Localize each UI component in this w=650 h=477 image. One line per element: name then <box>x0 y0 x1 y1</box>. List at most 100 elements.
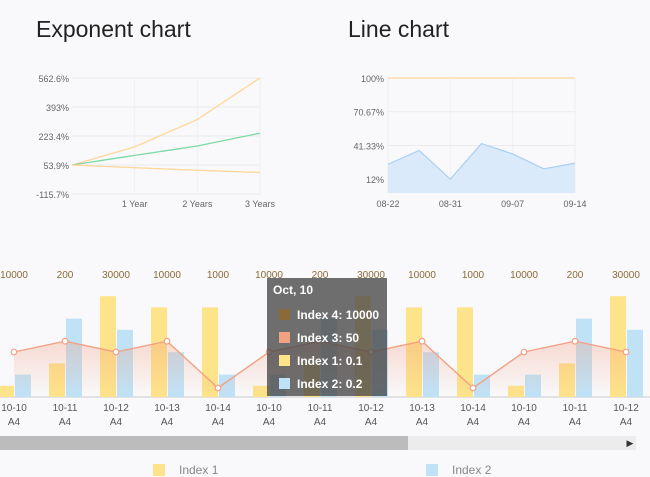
data-label: 10000 <box>510 270 538 281</box>
x-tick-label: 10-14 <box>205 403 231 414</box>
x-tick-sublabel: A4 <box>416 417 429 428</box>
data-label: 30000 <box>357 270 385 281</box>
y-tick-label: 53.9% <box>43 161 69 171</box>
tooltip-label: Index 4: <box>297 307 343 322</box>
line-point <box>469 384 477 392</box>
legend-item-index-2[interactable]: Index 2 <box>426 463 491 477</box>
tooltip-swatch <box>279 355 290 366</box>
tooltip-swatch <box>279 332 290 343</box>
x-tick-sublabel: A4 <box>59 417 72 428</box>
data-label: 200 <box>312 270 329 281</box>
tooltip-row: Index 3: 50 <box>273 326 381 349</box>
y-tick-label: 12% <box>366 175 384 185</box>
x-tick-sublabel: A4 <box>110 417 123 428</box>
x-tick-label: 1 Year <box>122 199 148 209</box>
line-point <box>520 348 528 356</box>
y-tick-label: 100% <box>361 74 384 84</box>
data-label: 30000 <box>102 270 130 281</box>
y-tick-label: 223.4% <box>38 132 69 142</box>
tooltip-row: Index 2: 0.2 <box>273 372 381 395</box>
legend-label: Index 2 <box>452 463 492 477</box>
y-tick-label: 41.33% <box>353 141 384 151</box>
scroll-right-arrow-icon[interactable]: ▶ <box>626 438 634 448</box>
bar-index-1 <box>0 385 14 397</box>
tooltip-row: Index 1: 0.1 <box>273 349 381 372</box>
tooltip-label: Index 3: <box>297 330 343 345</box>
bar-index-1 <box>457 307 473 397</box>
line-chart-title: Line chart <box>348 16 450 42</box>
x-tick-sublabel: A4 <box>518 417 531 428</box>
tooltip-value: 50 <box>345 330 360 345</box>
x-tick-sublabel: A4 <box>620 417 633 428</box>
bar-index-2 <box>627 329 643 397</box>
x-tick-label: 10-13 <box>154 403 180 414</box>
chart-tooltip: Oct, 10 Index 4: 10000 Index 3: 50 Index… <box>267 278 387 396</box>
line-chart: 100% 70.67% 41.33% 12% 08-22 08-31 09-07 09-14 <box>353 74 586 209</box>
tooltip-date: Oct, 10 <box>273 283 314 297</box>
tooltip-row: Index 4: 10000 <box>273 303 381 326</box>
tooltip-value: 0.2 <box>345 376 363 391</box>
x-tick-label: 10-13 <box>409 403 435 414</box>
legend-swatch <box>153 464 165 476</box>
x-tick-label: 10-10 <box>1 403 27 414</box>
tooltip-label: Index 2: <box>297 376 343 391</box>
exponent-chart-title: Exponent chart <box>36 16 191 42</box>
bar-index-1 <box>202 307 218 397</box>
x-tick-sublabel: A4 <box>467 417 480 428</box>
data-label: 10000 <box>153 270 181 281</box>
x-tick-label: 08-31 <box>439 199 462 209</box>
tooltip-value: 0.1 <box>345 353 363 368</box>
x-tick-label: 10-11 <box>53 403 78 414</box>
x-tick-label: 09-14 <box>563 199 586 209</box>
line-point <box>61 337 69 345</box>
data-label: 200 <box>567 270 584 281</box>
line-point <box>418 337 426 345</box>
tooltip-swatch <box>279 378 290 389</box>
data-label: 10000 <box>255 270 283 281</box>
x-tick-label: 10-12 <box>358 403 384 414</box>
legend-swatch <box>426 464 438 476</box>
data-label: 10000 <box>408 270 436 281</box>
series-line <box>71 77 261 166</box>
x-tick-label: 3 Years <box>245 199 276 209</box>
x-tick-label: 10-11 <box>308 403 333 414</box>
tooltip-value: 10000 <box>345 307 380 322</box>
x-tick-label: 10-14 <box>460 403 486 414</box>
legend-label: Index 1 <box>179 463 219 477</box>
data-label: 30000 <box>612 270 640 281</box>
x-tick-sublabel: A4 <box>212 417 225 428</box>
x-tick-sublabel: A4 <box>365 417 378 428</box>
x-tick-label: 08-22 <box>376 199 399 209</box>
y-tick-label: 70.67% <box>353 108 384 118</box>
x-tick-label: 10-10 <box>256 403 282 414</box>
y-tick-label: 562.6% <box>38 74 69 84</box>
line-point <box>163 337 171 345</box>
line-point <box>622 348 630 356</box>
x-tick-sublabel: A4 <box>263 417 276 428</box>
area-fill <box>388 143 575 193</box>
line-point <box>214 384 222 392</box>
x-tick-sublabel: A4 <box>569 417 582 428</box>
x-tick-label: 10-11 <box>563 403 588 414</box>
line-point <box>571 337 579 345</box>
data-label: 10000 <box>0 270 28 281</box>
x-tick-label: 2 Years <box>182 199 213 209</box>
horizontal-scrollbar-thumb[interactable] <box>0 436 408 450</box>
exponent-chart: 562.6% 393% 223.4% 53.9% -115.7% 1 Year 2 Year… <box>36 74 275 209</box>
tooltip-label: Index 1: <box>297 353 343 368</box>
data-label: 200 <box>57 270 74 281</box>
x-tick-label: 10-10 <box>511 403 537 414</box>
x-tick-label: 09-07 <box>501 199 524 209</box>
x-tick-label: 10-12 <box>103 403 129 414</box>
series-line <box>71 164 261 174</box>
data-label: 1000 <box>462 270 485 281</box>
y-tick-label: -115.7% <box>36 190 69 200</box>
data-label: 1000 <box>207 270 230 281</box>
legend-item-index-1[interactable]: Index 1 <box>153 463 218 477</box>
x-tick-sublabel: A4 <box>8 417 21 428</box>
x-tick-label: 10-12 <box>613 403 639 414</box>
x-tick-sublabel: A4 <box>314 417 327 428</box>
series-line <box>387 142 576 181</box>
y-tick-label: 393% <box>46 103 69 113</box>
